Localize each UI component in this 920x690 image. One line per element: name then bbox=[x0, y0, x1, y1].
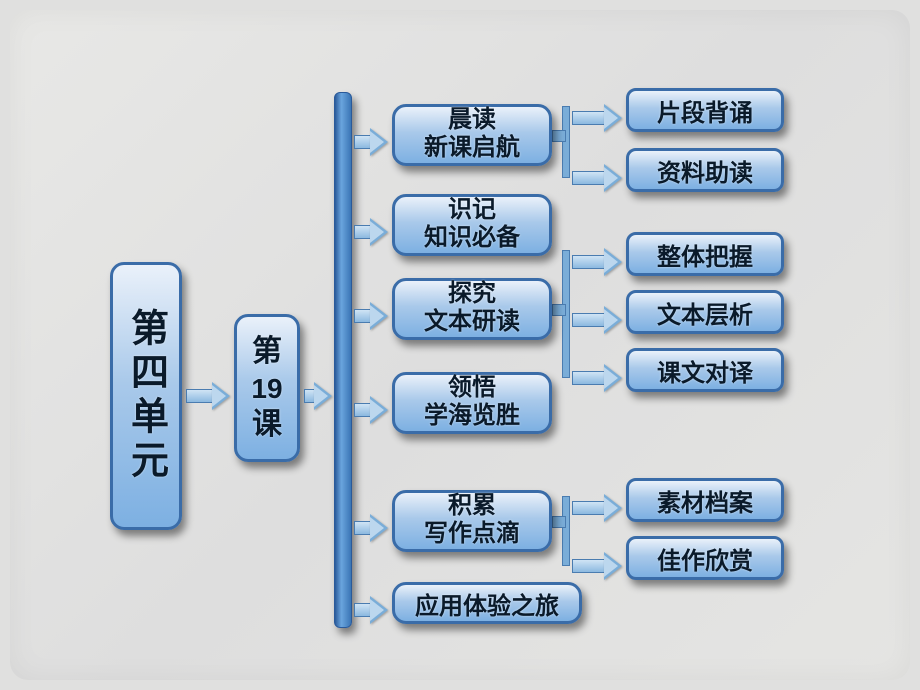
node-explore-l1: 探究 bbox=[448, 281, 496, 309]
arrow-14 bbox=[572, 552, 622, 580]
node-accum-l1: 积累 bbox=[448, 493, 496, 521]
node-apply-l1: 应用体验之旅 bbox=[415, 586, 559, 621]
leaf-analyze: 文本层析 bbox=[626, 290, 784, 334]
node-insight: 领悟 学海览胜 bbox=[392, 372, 552, 434]
arrow-7 bbox=[354, 596, 388, 624]
leaf-grasp: 整体把握 bbox=[626, 232, 784, 276]
arrow-10 bbox=[572, 248, 622, 276]
node-memorize-l1: 识记 bbox=[448, 197, 496, 225]
leaf-translate: 课文对译 bbox=[626, 348, 784, 392]
node-morning-l2: 新课启航 bbox=[424, 135, 520, 163]
node-memorize: 识记 知识必备 bbox=[392, 194, 552, 256]
arrow-6 bbox=[354, 514, 388, 542]
node-apply: 应用体验之旅 bbox=[392, 582, 582, 624]
fork-stub-1 bbox=[552, 130, 566, 142]
arrow-3 bbox=[354, 218, 388, 246]
arrow-0 bbox=[186, 382, 230, 410]
leaf-apprec: 佳作欣赏 bbox=[626, 536, 784, 580]
lesson-line3: 课 bbox=[252, 406, 282, 444]
root-label: 第四单元 bbox=[119, 308, 174, 484]
leaf-material-label: 资料助读 bbox=[657, 153, 753, 188]
leaf-archive: 素材档案 bbox=[626, 478, 784, 522]
node-explore-l2: 文本研读 bbox=[424, 309, 520, 337]
arrow-1 bbox=[304, 382, 332, 410]
arrow-5 bbox=[354, 396, 388, 424]
arrow-4 bbox=[354, 302, 388, 330]
fork-bar-3 bbox=[562, 496, 570, 566]
vertical-bar bbox=[334, 92, 352, 628]
node-memorize-l2: 知识必备 bbox=[424, 225, 520, 253]
fork-stub-2 bbox=[552, 304, 566, 316]
lesson-node: 第 19 课 bbox=[234, 314, 300, 462]
root-node: 第四单元 bbox=[110, 262, 182, 530]
leaf-recite-label: 片段背诵 bbox=[657, 93, 753, 128]
leaf-archive-label: 素材档案 bbox=[657, 483, 753, 518]
arrow-11 bbox=[572, 306, 622, 334]
node-insight-l1: 领悟 bbox=[448, 375, 496, 403]
arrow-9 bbox=[572, 164, 622, 192]
lesson-line1: 第 bbox=[252, 333, 282, 371]
node-accum-l2: 写作点滴 bbox=[424, 521, 520, 549]
lesson-line2: 19 bbox=[251, 371, 282, 406]
node-explore: 探究 文本研读 bbox=[392, 278, 552, 340]
node-insight-l2: 学海览胜 bbox=[424, 403, 520, 431]
node-morning-l1: 晨读 bbox=[448, 107, 496, 135]
fork-bar-1 bbox=[562, 106, 570, 178]
arrow-2 bbox=[354, 128, 388, 156]
arrow-13 bbox=[572, 494, 622, 522]
arrow-12 bbox=[572, 364, 622, 392]
arrow-8 bbox=[572, 104, 622, 132]
node-accum: 积累 写作点滴 bbox=[392, 490, 552, 552]
leaf-apprec-label: 佳作欣赏 bbox=[657, 541, 753, 576]
leaf-material: 资料助读 bbox=[626, 148, 784, 192]
leaf-analyze-label: 文本层析 bbox=[657, 295, 753, 330]
leaf-recite: 片段背诵 bbox=[626, 88, 784, 132]
leaf-translate-label: 课文对译 bbox=[657, 353, 753, 388]
fork-stub-3 bbox=[552, 516, 566, 528]
leaf-grasp-label: 整体把握 bbox=[657, 237, 753, 272]
diagram-canvas: 第四单元 第 19 课 晨读 新课启航 识记 知识必备 探究 文本研读 领悟 学… bbox=[10, 10, 910, 680]
node-morning: 晨读 新课启航 bbox=[392, 104, 552, 166]
